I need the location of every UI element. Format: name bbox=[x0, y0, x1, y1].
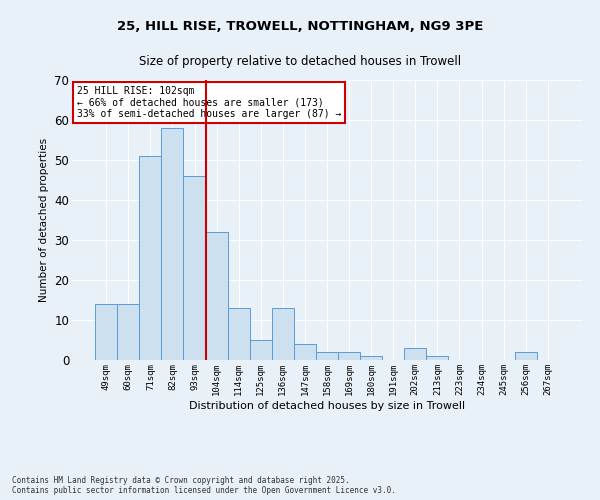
X-axis label: Distribution of detached houses by size in Trowell: Distribution of detached houses by size … bbox=[189, 400, 465, 410]
Bar bbox=[184, 176, 206, 360]
Bar bbox=[117, 304, 139, 360]
Bar bbox=[360, 356, 382, 360]
Text: Size of property relative to detached houses in Trowell: Size of property relative to detached ho… bbox=[139, 55, 461, 68]
Bar bbox=[338, 352, 360, 360]
Bar bbox=[427, 356, 448, 360]
Text: 25, HILL RISE, TROWELL, NOTTINGHAM, NG9 3PE: 25, HILL RISE, TROWELL, NOTTINGHAM, NG9 … bbox=[117, 20, 483, 33]
Bar bbox=[272, 308, 294, 360]
Bar bbox=[227, 308, 250, 360]
Bar bbox=[161, 128, 184, 360]
Text: Contains HM Land Registry data © Crown copyright and database right 2025.
Contai: Contains HM Land Registry data © Crown c… bbox=[12, 476, 396, 495]
Bar bbox=[316, 352, 338, 360]
Bar bbox=[404, 348, 427, 360]
Text: 25 HILL RISE: 102sqm
← 66% of detached houses are smaller (173)
33% of semi-deta: 25 HILL RISE: 102sqm ← 66% of detached h… bbox=[77, 86, 341, 119]
Bar bbox=[95, 304, 117, 360]
Bar bbox=[294, 344, 316, 360]
Bar bbox=[139, 156, 161, 360]
Bar bbox=[206, 232, 227, 360]
Y-axis label: Number of detached properties: Number of detached properties bbox=[39, 138, 49, 302]
Bar bbox=[250, 340, 272, 360]
Bar bbox=[515, 352, 537, 360]
